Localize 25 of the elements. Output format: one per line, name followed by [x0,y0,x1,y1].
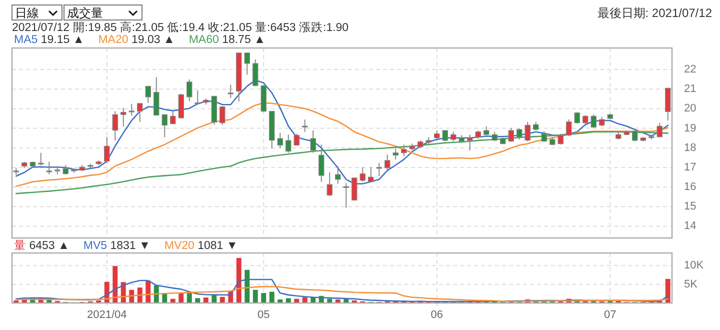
y-tick-label: 14 [684,220,696,232]
y-tick-label: 5K [684,278,698,290]
y-tick-label: 19 [684,122,696,134]
x-tick-label: 2021/04 [86,309,127,321]
text: 日線 [15,6,39,20]
text: 量 6453 ▲ [14,239,70,252]
y-tick-label: 20 [684,102,696,115]
text: 成交量 [67,6,103,20]
text: MA5 19.15 ▲ [14,34,84,46]
text: 2021/07/12 開:19.85 高:21.05 低:19.4 收:21.05 量:6453 漲跌:1.90 [12,20,349,34]
text: MV20 1081 ▼ [164,240,238,252]
y-tick-label: 18 [684,142,696,154]
text: 最後日期: 2021/07/12 [597,6,712,20]
text: MV5 1831 ▼ [83,240,150,252]
y-tick-label: 16 [684,181,696,194]
y-tick-label: 10K [684,260,704,272]
y-tick-label: 22 [684,64,696,76]
x-tick-label: 06 [430,309,443,321]
text: MA60 18.75 ▲ [188,34,266,46]
x-tick-label: 07 [604,309,616,321]
y-tick-label: 21 [684,83,696,96]
y-tick-label: 17 [684,161,696,174]
y-tick-label: 15 [684,200,696,213]
text: MA20 19.03 ▲ [98,34,175,46]
x-tick-label: 05 [258,309,270,321]
